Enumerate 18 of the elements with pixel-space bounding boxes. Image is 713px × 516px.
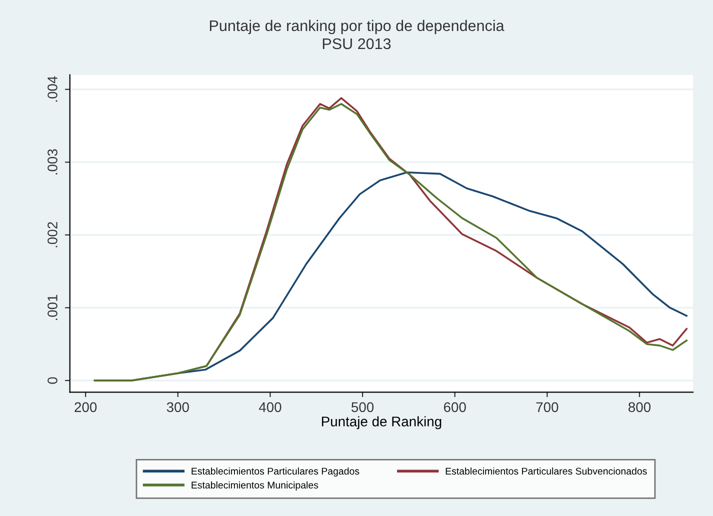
x-axis-title: Puntaje de Ranking	[322, 416, 442, 430]
x-tick-label: 300	[166, 402, 189, 412]
x-tick-label: 800	[628, 402, 651, 412]
x-tick-label: 200	[74, 402, 97, 412]
x-tick-label: 700	[536, 402, 558, 412]
y-tick-label: .001	[48, 294, 58, 320]
chart-subtitle: PSU 2013	[322, 38, 391, 50]
x-tick-label: 500	[352, 402, 374, 412]
y-tick-label: 0	[48, 377, 58, 384]
y-tick-label: .003	[48, 149, 58, 174]
y-tick-label: .004	[48, 76, 58, 102]
legend-label: Establecimientos Municipales	[192, 481, 318, 490]
legend-label: Establecimientos Particulares Subvencionados	[446, 467, 647, 475]
chart-title: Puntaje de ranking por tipo de dependencia	[210, 20, 504, 34]
legend-label: Establecimientos Particulares Pagados	[192, 467, 360, 477]
x-tick-label: 600	[444, 402, 466, 412]
x-tick-label: 400	[258, 402, 282, 412]
y-tick-label: .002	[48, 222, 58, 248]
